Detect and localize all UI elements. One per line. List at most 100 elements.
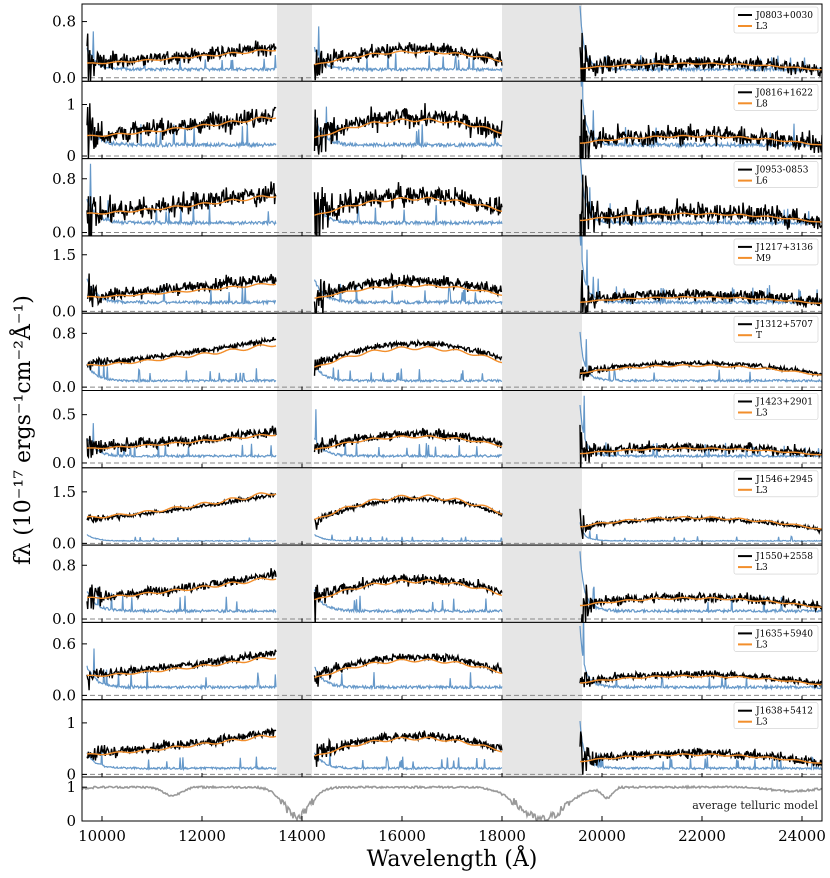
- legend-object-name: J1217+3136: [755, 243, 813, 253]
- template-spectrum: [86, 344, 277, 367]
- observed-spectrum: [580, 269, 822, 314]
- template-spectrum: [314, 284, 503, 299]
- noise-spectrum: [313, 106, 503, 149]
- y-tick-label: 1: [66, 714, 76, 732]
- legend-template-name: M9: [756, 254, 771, 264]
- template-spectrum: [314, 658, 503, 679]
- observed-spectrum: [579, 174, 822, 236]
- noise-spectrum: [313, 364, 502, 384]
- y-tick-label: 0.8: [52, 13, 76, 31]
- legend-box: [733, 393, 819, 420]
- template-spectrum: [579, 516, 822, 530]
- panel-series: [82, 331, 822, 388]
- legend-box: [733, 238, 819, 266]
- observed-spectrum: [86, 336, 277, 371]
- y-tick-label: 0.5: [52, 406, 76, 424]
- legend-object-name: J1423+2901: [755, 398, 813, 408]
- legend-object-name: J0953-0853: [755, 166, 809, 176]
- x-axis: 10000 12000 14000 16000 18000 20000 22000 24000: [78, 816, 826, 845]
- telluric-frame: [81, 776, 823, 822]
- y-tick-label: 0.0: [52, 686, 76, 704]
- observed-spectrum: [86, 568, 277, 610]
- telluric-series: [82, 784, 822, 821]
- y-tick-label: 1: [66, 778, 76, 796]
- panel-series: [82, 721, 822, 775]
- noise-spectrum: [579, 235, 822, 306]
- legend-box: [733, 547, 819, 575]
- telluric-mask-region: [502, 545, 582, 623]
- template-spectrum: [87, 433, 277, 450]
- observed-spectrum: [579, 359, 822, 381]
- panel-series: [82, 158, 822, 236]
- y-tick-label: 0.0: [52, 454, 76, 472]
- y-tick-label: 0: [66, 147, 76, 165]
- x-axis-title: Wavelength (Å): [367, 844, 538, 872]
- legend-box: [733, 84, 819, 111]
- template-spectrum: [579, 62, 822, 71]
- panel-series: [82, 81, 822, 159]
- template-spectrum: [580, 753, 822, 764]
- template-spectrum: [579, 596, 822, 608]
- noise-spectrum: [313, 752, 503, 772]
- telluric-mask-region: [277, 158, 312, 236]
- template-spectrum: [86, 734, 277, 756]
- noise-spectrum: [579, 331, 822, 384]
- telluric-mask-region: [502, 699, 582, 777]
- legend-object-name: J1550+2558: [755, 552, 813, 562]
- panel-series: [82, 5, 822, 82]
- x-tick-label: 22000: [678, 827, 726, 845]
- panel-series: [82, 551, 822, 623]
- template-spectrum: [580, 134, 822, 146]
- panel-series: [82, 235, 822, 314]
- legend-object-name: J1312+5707: [755, 320, 813, 330]
- noise-spectrum: [86, 163, 277, 227]
- template-spectrum: [579, 212, 822, 223]
- legend-template-name: L3: [756, 640, 768, 650]
- template-spectrum: [314, 118, 503, 139]
- x-tick-label: 24000: [778, 827, 826, 845]
- y-tick-label: 0.0: [52, 302, 76, 320]
- observed-spectrum: [313, 272, 503, 314]
- template-spectrum: [86, 282, 277, 298]
- y-tick-label: 0.6: [52, 635, 76, 653]
- noise-spectrum: [579, 721, 822, 771]
- noise-spectrum: [86, 117, 277, 150]
- legend-object-name: J1635+5940: [755, 629, 813, 639]
- y-tick-label: 0: [66, 765, 76, 783]
- panel-series: [82, 622, 822, 696]
- noise-spectrum: [313, 279, 503, 306]
- y-tick-label: 0.8: [52, 170, 76, 188]
- legend-template-name: T: [756, 331, 762, 341]
- telluric-panel: 0 1 average telluric model: [66, 776, 823, 830]
- template-spectrum: [580, 674, 822, 686]
- noise-spectrum: [314, 534, 503, 543]
- noise-spectrum: [86, 423, 277, 459]
- template-spectrum: [86, 656, 277, 677]
- observed-spectrum: [86, 727, 277, 761]
- legend-template-name: L3: [756, 718, 768, 728]
- observed-spectrum: [313, 103, 503, 155]
- noise-spectrum: [86, 31, 277, 73]
- template-spectrum: [86, 116, 277, 137]
- noise-spectrum: [579, 522, 822, 543]
- y-tick-label: 1: [66, 95, 76, 113]
- noise-spectrum: [313, 589, 503, 615]
- telluric-mask-region: [277, 313, 312, 391]
- telluric-mask-region: [277, 699, 312, 777]
- observed-spectrum: [313, 494, 503, 530]
- observed-spectrum: [313, 182, 503, 236]
- template-spectrum: [314, 50, 503, 66]
